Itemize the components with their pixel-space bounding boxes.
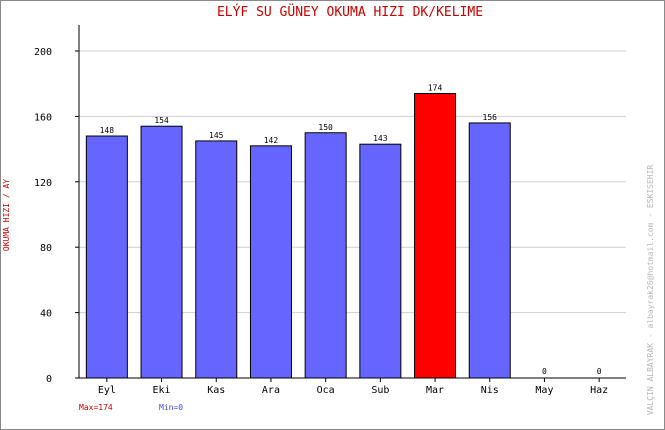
labels: 0 40 80 120 160 200 148 Eyl 154 Eki 145 Kas 142 Ara 15…	[34, 47, 608, 396]
y-tick-label: 40	[40, 309, 52, 320]
bar	[468, 122, 511, 379]
bar	[249, 145, 292, 379]
chart-title: ELÝF SU GÜNEY OKUMA HIZI DK/KELIME	[217, 3, 483, 20]
x-tick-label: Haz	[590, 385, 608, 396]
x-tick-label: May	[535, 385, 553, 396]
data-label: 145	[209, 131, 224, 140]
bar	[414, 93, 457, 379]
max-value-label: Max=174	[79, 403, 113, 412]
x-tick-label: Eki	[153, 385, 171, 396]
y-axis-label: OKUMA HIZI / AY	[2, 179, 11, 251]
bars	[85, 93, 511, 379]
y-tick-label: 0	[46, 374, 52, 385]
y-tick-label: 120	[34, 178, 52, 189]
x-tick-label: Oca	[317, 385, 335, 396]
credit-text: VALÇIN ALBAYRAK - albayrak26@hotmail.com…	[646, 165, 655, 416]
data-label: 143	[373, 134, 388, 143]
data-label: 0	[542, 367, 547, 376]
data-label: 154	[154, 116, 169, 125]
data-label: 148	[100, 126, 115, 135]
bar	[85, 135, 128, 379]
x-tick-label: Nis	[481, 385, 499, 396]
min-value-label: Min=0	[159, 403, 183, 412]
bar	[304, 132, 347, 379]
bar	[359, 143, 402, 379]
y-tick-label: 200	[34, 47, 52, 58]
x-tick-label: Ara	[262, 385, 280, 396]
y-tick-label: 80	[40, 243, 52, 254]
x-tick-label: Eyl	[98, 385, 116, 396]
x-tick-label: Sub	[371, 385, 389, 396]
x-tick-label: Mar	[426, 385, 444, 396]
data-label: 156	[483, 113, 498, 122]
data-label: 142	[264, 136, 279, 145]
x-tick-label: Kas	[207, 385, 225, 396]
y-tick-label: 160	[34, 112, 52, 123]
data-label: 174	[428, 84, 443, 93]
data-label: 0	[597, 367, 602, 376]
bar	[195, 140, 238, 379]
axes	[75, 25, 626, 382]
bar	[140, 125, 183, 379]
data-label: 150	[318, 123, 333, 132]
